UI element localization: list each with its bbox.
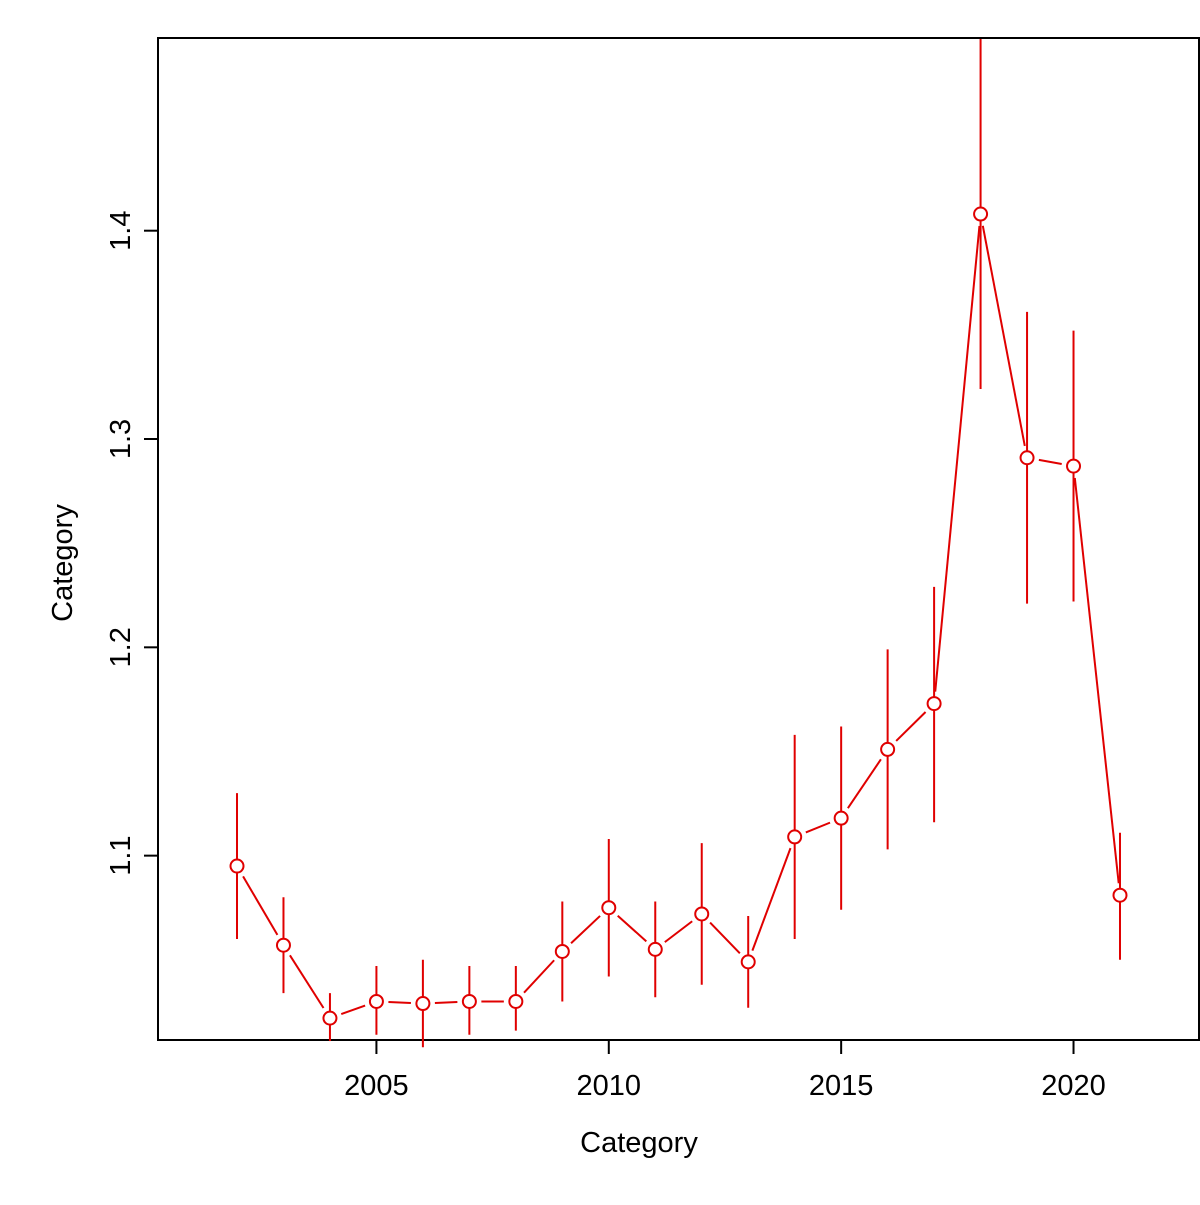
- data-point: [508, 993, 524, 1009]
- line-segment: [434, 1000, 458, 1005]
- data-point: [1019, 450, 1035, 466]
- line-segment: [242, 875, 279, 936]
- x-axis-title: Category: [580, 1127, 698, 1159]
- data-point: [1066, 458, 1082, 474]
- series-layer: [229, 39, 1128, 1048]
- data-point: [926, 696, 942, 712]
- data-point: [787, 829, 803, 845]
- data-point: [368, 993, 384, 1009]
- data-point: [740, 954, 756, 970]
- plot-frame: [157, 37, 1200, 1041]
- line-segment: [1073, 477, 1120, 884]
- data-point: [229, 858, 245, 874]
- line-segment: [847, 758, 882, 809]
- data-point: [833, 810, 849, 826]
- data-point: [1112, 887, 1128, 903]
- x-axis: 2005 2010 2015 2020: [344, 1040, 1106, 1102]
- data-point: [461, 993, 477, 1009]
- line-segment: [1038, 458, 1062, 465]
- data-point: [694, 906, 710, 922]
- x-tick-label: 2010: [577, 1070, 642, 1102]
- line-segment: [664, 920, 693, 943]
- data-point: [275, 937, 291, 953]
- data-point: [415, 996, 431, 1012]
- line-segment: [895, 711, 927, 742]
- line-segment: [805, 821, 831, 834]
- data-point: [880, 741, 896, 757]
- y-tick-label: 1.2: [105, 627, 137, 667]
- line-segment: [934, 225, 981, 692]
- x-tick-label: 2015: [809, 1070, 874, 1102]
- line-segment: [289, 954, 325, 1009]
- y-axis: 1.1 1.2 1.3 1.4: [105, 211, 158, 876]
- data-point: [322, 1010, 338, 1026]
- line-segment: [523, 959, 555, 994]
- data-point: [973, 206, 989, 222]
- data-point: [601, 900, 617, 916]
- data-point: [554, 943, 570, 959]
- line-segment: [388, 1000, 411, 1005]
- y-tick-label: 1.4: [105, 211, 137, 251]
- x-tick-label: 2005: [344, 1070, 409, 1102]
- y-tick-label: 1.1: [105, 835, 137, 875]
- x-tick-label: 2020: [1041, 1070, 1106, 1102]
- line-segment: [570, 915, 601, 944]
- line-segment: [617, 914, 647, 943]
- y-tick-label: 1.3: [105, 419, 137, 459]
- line-segment: [981, 225, 1026, 447]
- line-segment: [751, 847, 792, 951]
- data-point: [647, 941, 663, 957]
- line-segment: [340, 1004, 366, 1016]
- line-segment: [709, 921, 741, 954]
- y-axis-title: Category: [47, 504, 79, 622]
